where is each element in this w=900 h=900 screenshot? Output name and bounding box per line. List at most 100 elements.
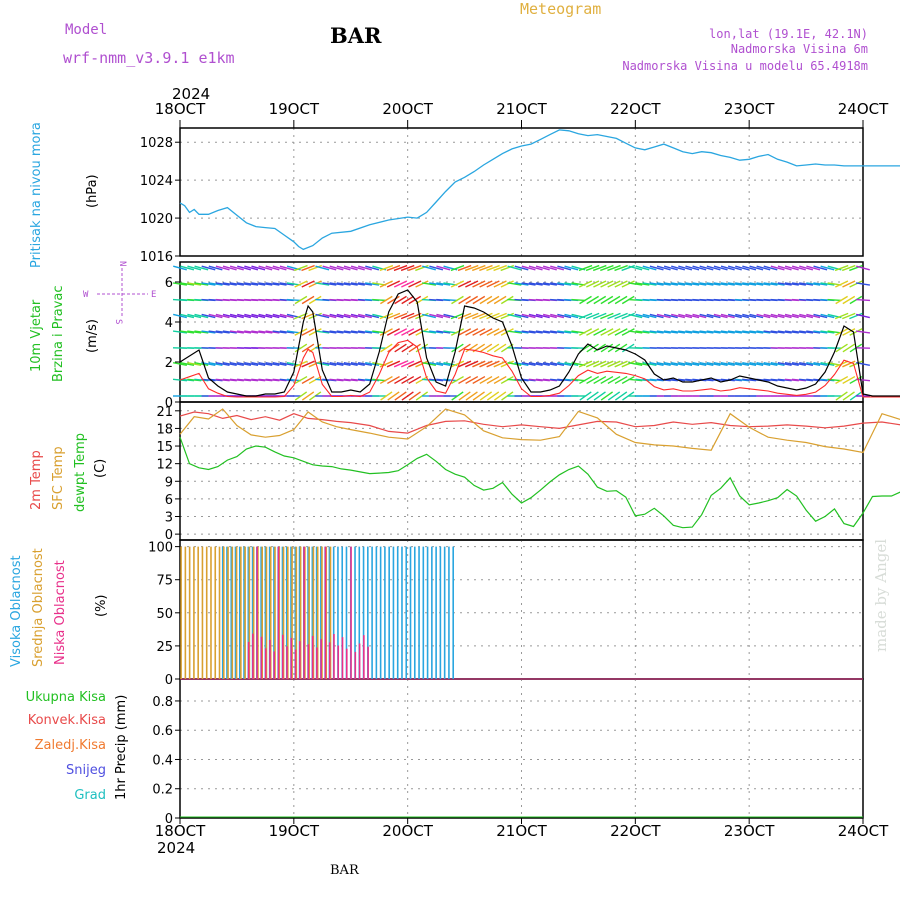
wind-arrow <box>365 282 380 286</box>
wind-arrow <box>622 391 635 401</box>
wind-arrow <box>187 282 202 286</box>
wind-arrow <box>244 265 259 271</box>
date-label-bottom: 19OCT <box>269 822 320 840</box>
wind-arrow <box>379 375 393 385</box>
wind-arrow <box>173 265 187 271</box>
wind-arrow <box>749 282 764 286</box>
wind-arrow <box>365 265 380 271</box>
wind-arrow <box>380 391 393 401</box>
wind-arrow <box>265 282 280 286</box>
wind-arrow <box>322 330 337 334</box>
wind-arrow <box>386 360 401 368</box>
wind-arrow <box>315 282 330 286</box>
wind-arrow <box>464 264 479 272</box>
wind-arrow <box>600 391 614 401</box>
wind-arrow <box>564 282 579 286</box>
wind-arrow <box>820 282 835 286</box>
wind-arrow <box>208 361 223 367</box>
wind-arrow <box>621 360 635 368</box>
wind-arrow <box>756 313 771 319</box>
wind-unit: (m/s) <box>85 319 100 353</box>
wind-arrow <box>706 282 721 286</box>
wind-arrow <box>593 360 607 368</box>
wind-arrow <box>692 313 707 319</box>
wind-arrow <box>742 282 757 286</box>
wind-arrow <box>720 361 735 367</box>
wind-arrow <box>215 313 230 319</box>
wind-arrow <box>479 295 493 305</box>
wind-arrow <box>763 282 778 286</box>
wind-arrow <box>400 360 415 368</box>
date-label-top: 19OCT <box>269 100 320 118</box>
wind-arrow <box>649 265 664 271</box>
date-label-bottom: 18OCT <box>155 822 206 840</box>
wind-arrow <box>727 313 742 319</box>
wind-arrow <box>600 360 614 368</box>
wind-arrow <box>770 282 785 286</box>
wind-arrow <box>279 265 294 271</box>
wind-arrow <box>458 295 471 305</box>
wind-arrow <box>849 328 863 336</box>
wind-arrow <box>400 264 415 272</box>
wind-arrow <box>621 375 635 385</box>
wind-arrow <box>663 330 678 334</box>
wind-arrow <box>607 375 621 385</box>
wind-arrow <box>770 265 785 271</box>
wind-arrow <box>308 328 322 336</box>
wind-arrow <box>535 313 550 319</box>
wind-arrow <box>713 361 728 367</box>
wind-arrow <box>415 375 429 385</box>
wind-arrow <box>521 313 536 319</box>
pressure-unit: (hPa) <box>85 174 100 208</box>
wind-arrow <box>194 313 209 319</box>
altitude-label: Nadmorska Visina 6m <box>731 42 868 56</box>
wind-arrow <box>301 328 315 336</box>
wind-arrow <box>451 375 464 385</box>
wind-arrow <box>479 391 493 401</box>
precip-tick-label: 0.4 <box>152 753 173 768</box>
wind-arrow <box>308 343 322 353</box>
wind-arrow <box>706 265 721 271</box>
wind-arrow <box>685 330 700 334</box>
wind-arrow <box>855 330 871 334</box>
wind-arrow <box>855 282 871 286</box>
pressure-tick-label: 1024 <box>140 174 173 189</box>
wind-arrow <box>465 343 478 353</box>
wind-arrow <box>394 295 407 305</box>
wind-arrow <box>472 295 486 305</box>
wind-arrow <box>784 265 799 271</box>
wind-arrow <box>401 391 414 401</box>
wind-arrow <box>279 282 294 286</box>
wind-arrow <box>379 360 394 368</box>
wind-arrow <box>635 330 650 334</box>
wind-arrow <box>777 330 792 334</box>
wind-arrow <box>579 375 592 385</box>
wind-compass-legend: W E N S <box>83 261 156 324</box>
wind-arrow <box>720 282 735 286</box>
wind-arrow <box>393 360 408 368</box>
wind-arrow <box>365 361 380 367</box>
wind-arrow <box>329 313 344 319</box>
wind-arrow <box>699 313 714 319</box>
wind-arrow <box>386 264 401 272</box>
wind-arrow <box>770 313 785 319</box>
wind-arrow <box>692 361 707 367</box>
wind-arrow <box>194 361 209 367</box>
wind-arrow <box>777 265 792 271</box>
precip-tick-label: 0.2 <box>152 783 173 798</box>
wind-arrow <box>180 313 195 319</box>
wind-arrow <box>400 312 415 320</box>
wind-arrow <box>521 361 536 367</box>
wind-arrow <box>614 312 628 320</box>
wind-arrow <box>407 264 422 272</box>
wind-arrow <box>408 360 422 368</box>
wind-arrow <box>350 330 365 334</box>
credit-label: made by Angel <box>872 539 890 652</box>
wind-arrow <box>635 361 650 367</box>
wind-arrow <box>614 328 628 336</box>
wind-arrow <box>777 313 792 319</box>
wind-arrow <box>678 265 693 271</box>
wind-arrow <box>208 330 223 334</box>
wind-arrow <box>763 361 778 367</box>
wind-arrow <box>607 264 621 272</box>
